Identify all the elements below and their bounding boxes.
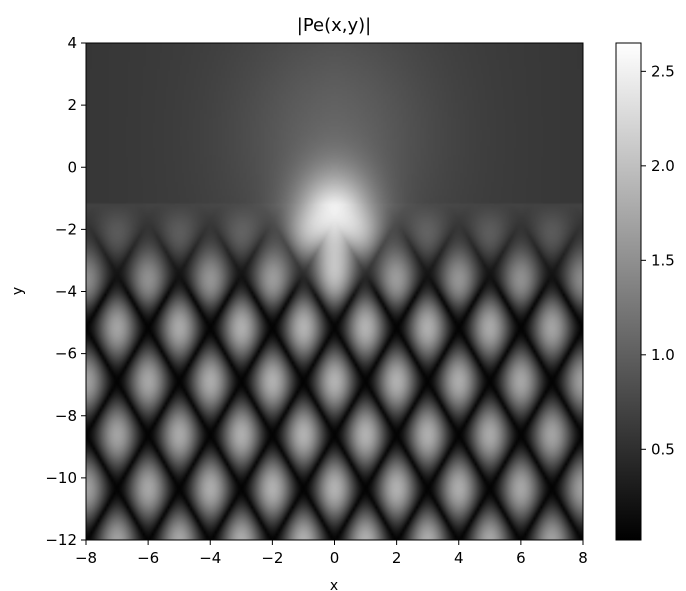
x-tick-label: −2	[261, 549, 283, 567]
y-tick-label: −10	[45, 469, 77, 487]
chart-title: |Pe(x,y)|	[297, 15, 372, 36]
y-tick-label: −6	[55, 345, 77, 363]
x-tick-label: 4	[454, 549, 464, 567]
y-tick-label: −12	[45, 531, 77, 549]
x-tick-label: 6	[516, 549, 526, 567]
colorbar-tick-label: 2.0	[651, 157, 675, 175]
y-tick-label: −4	[55, 283, 77, 301]
y-tick-label: −2	[55, 220, 77, 238]
x-tick-label: 0	[330, 549, 340, 567]
x-tick-label: 8	[578, 549, 588, 567]
colorbar-tick-label: 0.5	[651, 440, 675, 458]
y-tick-label: −8	[55, 407, 77, 425]
colorbar: 0.5 1.0 1.5 2.0 2.5	[615, 42, 675, 541]
colorbar-gradient	[615, 42, 642, 541]
y-tick-label: 2	[67, 96, 77, 114]
y-axis: −12 −10 −8 −6 −4 −2 0 2 4	[45, 34, 86, 549]
x-tick-label: −4	[199, 549, 221, 567]
colorbar-tick-label: 1.5	[651, 251, 675, 269]
y-tick-label: 0	[67, 158, 77, 176]
colorbar-ticks: 0.5 1.0 1.5 2.0 2.5	[641, 62, 675, 458]
x-axis: −8 −6 −4 −2 0 2 4 6 8	[75, 540, 588, 567]
x-tick-label: −6	[137, 549, 159, 567]
y-tick-label: 4	[67, 34, 77, 52]
x-tick-label: 2	[392, 549, 402, 567]
x-axis-label: x	[330, 578, 338, 591]
x-tick-label: −8	[75, 549, 97, 567]
colorbar-tick-label: 2.5	[651, 62, 675, 80]
y-axis-label: y	[10, 287, 26, 295]
colorbar-tick-label: 1.0	[651, 346, 675, 364]
heatmap-image	[86, 43, 583, 540]
plot-area	[85, 42, 584, 541]
